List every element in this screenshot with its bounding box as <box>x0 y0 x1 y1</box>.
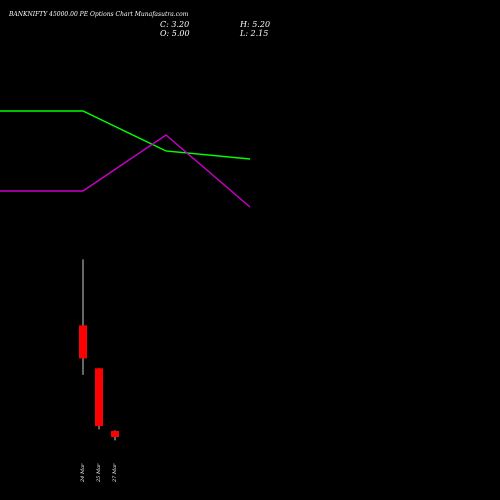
high-value: H: 5.20 <box>240 20 271 29</box>
candle-body-3 <box>111 431 119 437</box>
x-tick-label: 24 Mar <box>80 463 86 483</box>
candle-body-2 <box>95 368 103 427</box>
x-tick-label: 25 Mar <box>96 463 102 483</box>
close-value: C: 3.20 <box>160 20 190 29</box>
open-value: O: 5.00 <box>160 29 190 38</box>
low-value: L: 2.15 <box>240 29 269 38</box>
chart-title: BANKNIFTY 45000.00 PE Options Chart Muna… <box>9 11 189 18</box>
candle-body-1 <box>79 325 87 359</box>
x-tick-label: 27 Mar <box>112 463 118 483</box>
indicator-line-1 <box>0 110 251 160</box>
indicator-line-2 <box>0 134 251 208</box>
